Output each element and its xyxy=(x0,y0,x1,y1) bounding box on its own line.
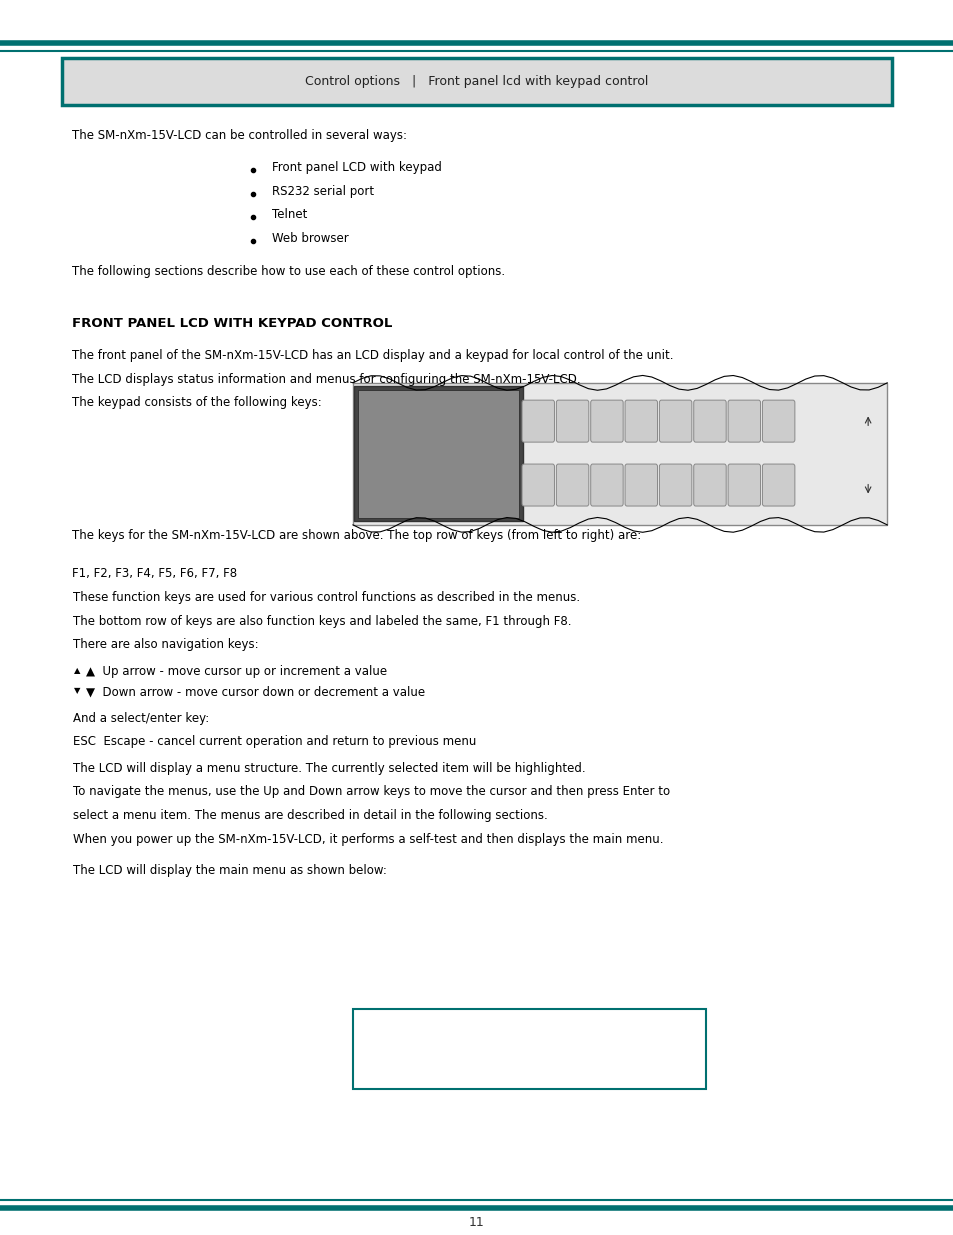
FancyBboxPatch shape xyxy=(624,400,657,442)
Text: Front panel LCD with keypad: Front panel LCD with keypad xyxy=(272,162,441,174)
Text: 11: 11 xyxy=(469,1216,484,1229)
Text: F1, F2, F3, F4, F5, F6, F7, F8: F1, F2, F3, F4, F5, F6, F7, F8 xyxy=(71,567,236,579)
Text: ▲  Up arrow - move cursor up or increment a value: ▲ Up arrow - move cursor up or increment… xyxy=(86,666,387,678)
FancyBboxPatch shape xyxy=(624,464,657,506)
Text: The following sections describe how to use each of these control options.: The following sections describe how to u… xyxy=(71,266,504,278)
FancyBboxPatch shape xyxy=(693,464,725,506)
Text: select a menu item. The menus are described in detail in the following sections.: select a menu item. The menus are descri… xyxy=(72,809,547,821)
FancyBboxPatch shape xyxy=(659,464,691,506)
Text: The LCD displays status information and menus for configuring the SM-nXm-15V-LCD: The LCD displays status information and … xyxy=(71,373,579,385)
FancyBboxPatch shape xyxy=(62,58,891,105)
Text: Telnet: Telnet xyxy=(272,209,307,221)
Text: The LCD will display the main menu as shown below:: The LCD will display the main menu as sh… xyxy=(72,864,386,877)
Text: The LCD will display a menu structure. The currently selected item will be highl: The LCD will display a menu structure. T… xyxy=(72,762,584,774)
FancyBboxPatch shape xyxy=(761,464,794,506)
Text: Web browser: Web browser xyxy=(272,232,348,245)
Text: And a select/enter key:: And a select/enter key: xyxy=(72,713,209,725)
Text: The SM-nXm-15V-LCD can be controlled in several ways:: The SM-nXm-15V-LCD can be controlled in … xyxy=(71,130,406,142)
Text: ▲: ▲ xyxy=(74,666,81,676)
Text: Control options   |   Front panel lcd with keypad control: Control options | Front panel lcd with k… xyxy=(305,75,648,88)
Bar xyxy=(358,390,518,517)
FancyBboxPatch shape xyxy=(727,400,760,442)
FancyBboxPatch shape xyxy=(556,400,588,442)
FancyBboxPatch shape xyxy=(761,400,794,442)
FancyBboxPatch shape xyxy=(590,400,622,442)
Text: The bottom row of keys are also function keys and labeled the same, F1 through F: The bottom row of keys are also function… xyxy=(72,615,571,627)
Text: When you power up the SM-nXm-15V-LCD, it performs a self-test and then displays : When you power up the SM-nXm-15V-LCD, it… xyxy=(72,834,662,846)
Bar xyxy=(354,387,523,521)
Text: There are also navigation keys:: There are also navigation keys: xyxy=(72,638,258,651)
Text: ESC  Escape - cancel current operation and return to previous menu: ESC Escape - cancel current operation an… xyxy=(72,735,476,747)
Text: The keys for the SM-nXm-15V-LCD are shown above. The top row of keys (from left : The keys for the SM-nXm-15V-LCD are show… xyxy=(71,530,640,542)
Text: The keypad consists of the following keys:: The keypad consists of the following key… xyxy=(71,396,321,409)
Text: These function keys are used for various control functions as described in the m: These function keys are used for various… xyxy=(72,592,579,604)
FancyBboxPatch shape xyxy=(353,383,886,525)
FancyBboxPatch shape xyxy=(659,400,691,442)
FancyBboxPatch shape xyxy=(590,464,622,506)
FancyBboxPatch shape xyxy=(521,464,554,506)
FancyBboxPatch shape xyxy=(693,400,725,442)
FancyBboxPatch shape xyxy=(521,400,554,442)
FancyBboxPatch shape xyxy=(727,464,760,506)
Text: ▼  Down arrow - move cursor down or decrement a value: ▼ Down arrow - move cursor down or decre… xyxy=(86,685,424,698)
Text: FRONT PANEL LCD WITH KEYPAD CONTROL: FRONT PANEL LCD WITH KEYPAD CONTROL xyxy=(71,317,392,330)
FancyBboxPatch shape xyxy=(556,464,588,506)
Text: ▼: ▼ xyxy=(74,685,81,695)
Text: The front panel of the SM-nXm-15V-LCD has an LCD display and a keypad for local : The front panel of the SM-nXm-15V-LCD ha… xyxy=(71,350,673,362)
Text: RS232 serial port: RS232 serial port xyxy=(272,185,374,198)
FancyBboxPatch shape xyxy=(353,1009,705,1089)
Text: To navigate the menus, use the Up and Down arrow keys to move the cursor and the: To navigate the menus, use the Up and Do… xyxy=(72,785,669,798)
